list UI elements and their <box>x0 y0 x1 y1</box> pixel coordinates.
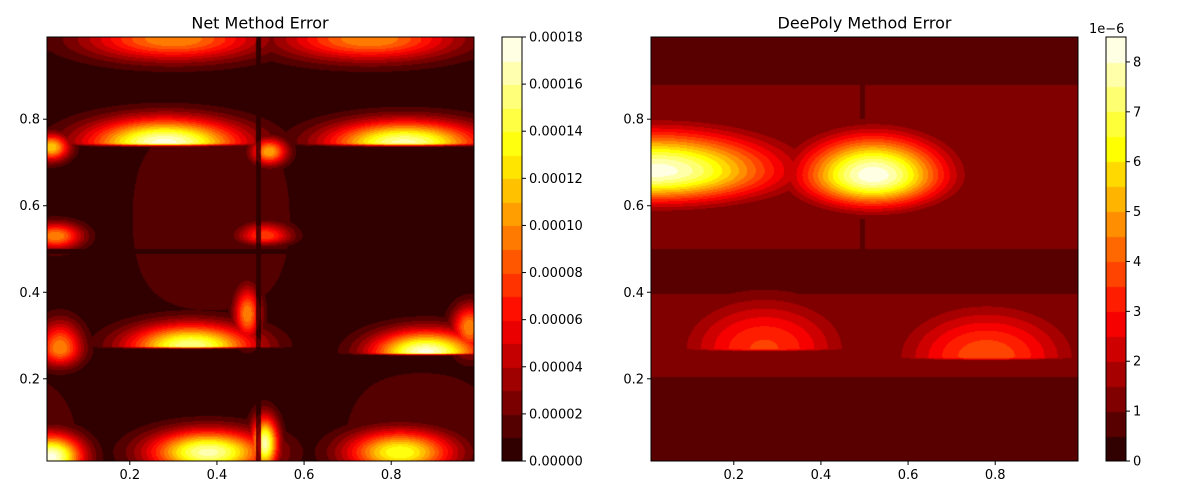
colorbar-tick-label: 8 <box>1133 55 1141 70</box>
x-tick-label: 0.2 <box>119 468 140 483</box>
plot-frame <box>46 36 475 462</box>
colorbar-tick-label: 0.00012 <box>529 172 583 187</box>
colorbar-tick-label: 1 <box>1133 405 1141 420</box>
y-tick-label: 0.6 <box>19 199 40 214</box>
x-tick-label: 0.6 <box>898 468 919 483</box>
colorbar-tick-label: 0.00006 <box>529 313 583 328</box>
colorbar-frame <box>501 36 523 462</box>
deepoly-error-heatmap <box>651 37 1078 461</box>
y-axis: 0.2 0.4 0.6 0.8 <box>19 113 47 387</box>
y-axis: 0.2 0.4 0.6 0.8 <box>623 113 651 387</box>
net-error-panel: Net Method Error 0.2 0.4 0.6 0.8 0.20.40.60… <box>19 14 582 484</box>
colorbar-tick-label: 0.00010 <box>529 219 583 234</box>
net-error-heatmap <box>47 37 474 461</box>
colorbar-tick-label: 0.00014 <box>529 125 583 140</box>
colorbar-tick-label: 0.00004 <box>529 360 583 375</box>
x-axis: 0.2 0.4 0.6 0.8 <box>723 461 1006 483</box>
colorbar-tick-label: 7 <box>1133 105 1141 120</box>
x-tick-label: 0.4 <box>811 468 832 483</box>
deepoly-error-colorbar <box>1106 37 1126 461</box>
x-tick-label: 0.2 <box>723 468 744 483</box>
colorbar-tick-label: 0.00000 <box>529 455 583 470</box>
colorbar-tick-label: 3 <box>1133 305 1141 320</box>
colorbar-tick-label: 0 <box>1133 455 1141 470</box>
x-tick-label: 0.8 <box>381 468 402 483</box>
colorbar-offset-label: 1e−6 <box>1089 22 1124 37</box>
y-tick-label: 0.2 <box>19 372 40 387</box>
colorbar-tick-label: 0.00002 <box>529 407 583 422</box>
x-axis: 0.2 0.4 0.6 0.8 <box>119 461 402 483</box>
colorbar-tick-label: 5 <box>1133 205 1141 220</box>
colorbar-frame <box>1105 36 1127 462</box>
y-tick-label: 0.8 <box>623 113 644 128</box>
y-tick-label: 0.4 <box>19 286 40 301</box>
y-tick-label: 0.4 <box>623 286 644 301</box>
chart-title: DeePoly Method Error <box>778 14 952 33</box>
colorbar-axis: 0.00000 0.00002 0.00004 0.00006 0.00008 0.000… <box>522 31 583 470</box>
chart-title: Net Method Error <box>191 14 329 33</box>
deepoly-error-panel: DeePoly Method Error 0.2 0.4 0.6 0.8 0.2 0.4… <box>623 14 1141 484</box>
x-tick-label: 0.4 <box>207 468 228 483</box>
colorbar-tick-label: 6 <box>1133 155 1141 170</box>
colorbar-axis: 0 1 2 3 4 5 6 7 8 <box>1126 55 1141 470</box>
net-error-colorbar <box>502 37 522 461</box>
y-tick-label: 0.6 <box>623 199 644 214</box>
y-tick-label: 0.8 <box>19 113 40 128</box>
x-tick-label: 0.8 <box>985 468 1006 483</box>
colorbar-tick-label: 4 <box>1133 255 1141 270</box>
colorbar-tick-label: 0.00008 <box>529 266 583 281</box>
plot-frame <box>650 36 1079 462</box>
y-tick-label: 0.2 <box>623 372 644 387</box>
x-tick-label: 0.6 <box>294 468 315 483</box>
colorbar-tick-label: 0.00018 <box>529 31 583 46</box>
colorbar-tick-label: 2 <box>1133 355 1141 370</box>
colorbar-tick-label: 0.00016 <box>529 78 583 93</box>
